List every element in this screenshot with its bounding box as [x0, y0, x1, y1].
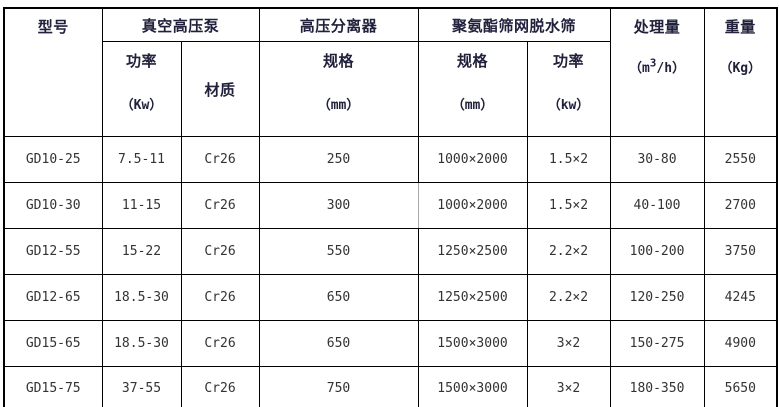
- cell-screen-spec: 1000×2000: [417, 136, 528, 183]
- cell-model: GD12-65: [3, 274, 103, 321]
- cell-model: GD15-65: [3, 320, 103, 367]
- cell-screen-power: 3×2: [526, 320, 611, 367]
- table-row: GD10-30 11-15 Cr26 300 1000×2000 1.5×2 4…: [3, 182, 778, 229]
- cell-separator-spec: 650: [258, 320, 419, 367]
- header-pu-screen-spec: 规格 （mm）: [417, 41, 528, 137]
- cell-separator-spec: 250: [258, 136, 419, 183]
- header-vacuum-pump-power: 功率 （Kw）: [101, 41, 182, 137]
- table-body: GD10-25 7.5-11 Cr26 250 1000×2000 1.5×2 …: [3, 136, 778, 407]
- table-row: GD15-65 18.5-30 Cr26 650 1500×3000 3×2 1…: [3, 320, 778, 367]
- cell-screen-spec: 1250×2500: [417, 274, 528, 321]
- header-separator-spec: 规格 （mm）: [258, 41, 419, 137]
- cell-model: GD15-75: [3, 366, 103, 407]
- cell-capacity: 100-200: [609, 228, 705, 275]
- cell-screen-spec: 1500×3000: [417, 366, 528, 407]
- cell-pump-power: 37-55: [101, 366, 182, 407]
- header-weight-label: 重量: [724, 20, 756, 36]
- cell-screen-power: 3×2: [526, 366, 611, 407]
- cell-weight: 3750: [703, 228, 778, 275]
- cell-separator-spec: 550: [258, 228, 419, 275]
- cell-capacity: 180-350: [609, 366, 705, 407]
- specification-table: 型号 真空高压泵 高压分离器 聚氨酯筛网脱水筛 处理量 （m3/h） 重量 （K…: [3, 7, 779, 407]
- cell-weight: 4245: [703, 274, 778, 321]
- cell-pump-power: 18.5-30: [101, 320, 182, 367]
- header-model: 型号: [3, 7, 103, 137]
- table-row: GD12-65 18.5-30 Cr26 650 1250×2500 2.2×2…: [3, 274, 778, 321]
- cell-pump-material: Cr26: [180, 366, 260, 407]
- header-capacity-unit-superscript: 3: [649, 56, 657, 70]
- cell-capacity: 120-250: [609, 274, 705, 321]
- header-capacity-unit-post: /h）: [656, 61, 686, 76]
- table-row: GD12-55 15-22 Cr26 550 1250×2500 2.2×2 1…: [3, 228, 778, 275]
- header-separator-spec-unit: （mm）: [317, 98, 360, 113]
- cell-separator-spec: 650: [258, 274, 419, 321]
- cell-screen-spec: 1500×3000: [417, 320, 528, 367]
- cell-separator-spec: 300: [258, 182, 419, 229]
- cell-screen-power: 2.2×2: [526, 274, 611, 321]
- header-sub-row: 功率 （Kw） 材质 规格 （mm） 规格 （mm）: [4, 41, 777, 137]
- cell-model: GD10-25: [3, 136, 103, 183]
- header-group-separator: 高压分离器: [258, 7, 419, 42]
- cell-pump-material: Cr26: [180, 320, 260, 367]
- cell-pump-material: Cr26: [180, 182, 260, 229]
- cell-weight: 4900: [703, 320, 778, 367]
- header-pu-screen-spec-unit: （mm）: [451, 98, 494, 113]
- header-weight-unit: （Kg）: [719, 61, 762, 76]
- header-vacuum-pump-material: 材质: [180, 41, 260, 137]
- cell-pump-material: Cr26: [180, 274, 260, 321]
- cell-model: GD10-30: [3, 182, 103, 229]
- cell-weight: 2550: [703, 136, 778, 183]
- cell-pump-power: 11-15: [101, 182, 182, 229]
- cell-screen-power: 2.2×2: [526, 228, 611, 275]
- cell-screen-power: 1.5×2: [526, 182, 611, 229]
- cell-model: GD12-55: [3, 228, 103, 275]
- header-group-vacuum-pump: 真空高压泵: [101, 7, 260, 42]
- header-pu-screen-spec-label: 规格: [457, 54, 489, 70]
- cell-pump-power: 15-22: [101, 228, 182, 275]
- cell-pump-power: 7.5-11: [101, 136, 182, 183]
- cell-capacity: 150-275: [609, 320, 705, 367]
- cell-screen-power: 1.5×2: [526, 136, 611, 183]
- header-capacity-unit: （m3/h）: [629, 57, 685, 76]
- table-row: GD10-25 7.5-11 Cr26 250 1000×2000 1.5×2 …: [3, 136, 778, 183]
- header-vacuum-pump-power-unit: （Kw）: [120, 98, 163, 113]
- header-vacuum-pump-power-label: 功率: [125, 54, 157, 70]
- cell-weight: 5650: [703, 366, 778, 407]
- header-capacity: 处理量 （m3/h）: [609, 7, 705, 137]
- cell-capacity: 40-100: [609, 182, 705, 229]
- cell-pump-material: Cr26: [180, 228, 260, 275]
- header-separator-spec-label: 规格: [323, 54, 355, 70]
- header-pu-screen-power: 功率 （kw）: [526, 41, 611, 137]
- cell-capacity: 30-80: [609, 136, 705, 183]
- cell-screen-spec: 1250×2500: [417, 228, 528, 275]
- header-weight: 重量 （Kg）: [703, 7, 778, 137]
- header-capacity-unit-pre: （m: [628, 61, 650, 76]
- table-header: 型号 真空高压泵 高压分离器 聚氨酯筛网脱水筛 处理量 （m3/h） 重量 （K…: [3, 7, 778, 137]
- header-pu-screen-power-unit: （kw）: [547, 98, 590, 113]
- cell-weight: 2700: [703, 182, 778, 229]
- cell-screen-spec: 1000×2000: [417, 182, 528, 229]
- cell-pump-material: Cr26: [180, 136, 260, 183]
- header-group-row: 型号 真空高压泵 高压分离器 聚氨酯筛网脱水筛 处理量 （m3/h） 重量 （K…: [3, 7, 778, 137]
- header-group-pu-screen: 聚氨酯筛网脱水筛: [417, 7, 611, 42]
- cell-separator-spec: 750: [258, 366, 419, 407]
- header-pu-screen-power-label: 功率: [553, 54, 585, 70]
- table-row: GD15-75 37-55 Cr26 750 1500×3000 3×2 180…: [3, 366, 778, 407]
- header-capacity-label: 处理量: [633, 20, 681, 36]
- cell-pump-power: 18.5-30: [101, 274, 182, 321]
